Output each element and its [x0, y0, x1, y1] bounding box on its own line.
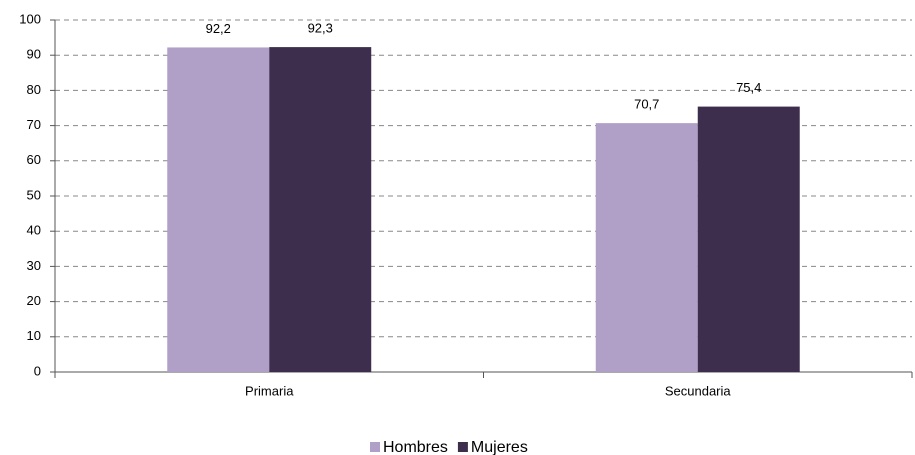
data-label: 70,7: [634, 97, 659, 112]
legend-label: Mujeres: [471, 439, 528, 455]
data-label: 92,3: [308, 21, 333, 36]
bar: [269, 47, 372, 372]
legend-swatch: [370, 442, 380, 452]
bar: [697, 106, 800, 372]
y-tick-label: 100: [19, 11, 41, 26]
y-tick-label: 0: [34, 363, 41, 378]
bar: [167, 47, 270, 373]
y-tick-label: 40: [27, 223, 41, 238]
y-tick-label: 10: [27, 328, 41, 343]
y-tick-label: 20: [27, 293, 41, 308]
y-tick-label: 90: [27, 47, 41, 62]
data-label: 92,2: [206, 21, 231, 36]
y-tick-label: 80: [27, 82, 41, 97]
bar: [595, 123, 698, 372]
data-label: 75,4: [736, 80, 761, 95]
y-tick-label: 30: [27, 258, 41, 273]
y-tick-label: 60: [27, 152, 41, 167]
y-tick-label: 70: [27, 117, 41, 132]
x-tick-label: Primaria: [245, 383, 294, 398]
x-tick-label: Secundaria: [665, 383, 732, 398]
legend-swatch: [457, 442, 468, 452]
y-tick-label: 50: [27, 187, 41, 202]
legend-label: Hombres: [383, 439, 448, 455]
